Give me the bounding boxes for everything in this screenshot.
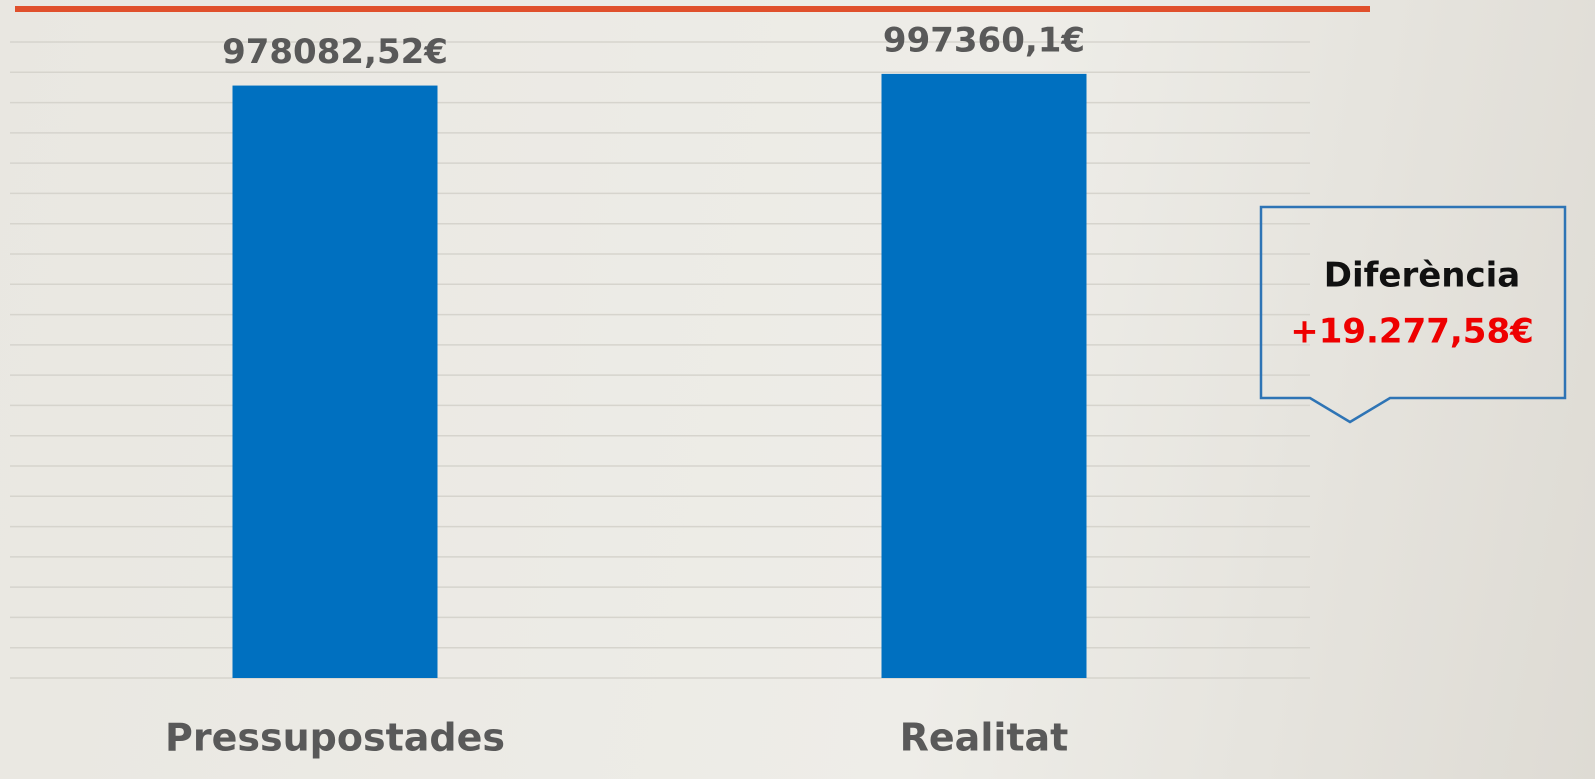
x-tick-label: Realitat	[900, 716, 1069, 760]
callout-text: +19.277,58€	[1290, 312, 1534, 352]
bar	[881, 73, 1087, 678]
x-tick-label: Pressupostades	[165, 716, 505, 760]
marks: 978082,52€ Pressupostades 997360,1€ Realita…	[165, 20, 1087, 760]
value-label: 978082,52€	[222, 32, 448, 72]
callout: Diferència +19.277,58€	[1259, 205, 1567, 424]
callout-title: Diferència	[1324, 256, 1521, 296]
top-rule	[15, 6, 1370, 12]
callout-box	[1259, 205, 1567, 424]
grid	[10, 41, 1310, 679]
value-label: 997360,1€	[883, 20, 1085, 60]
bar	[232, 85, 438, 678]
